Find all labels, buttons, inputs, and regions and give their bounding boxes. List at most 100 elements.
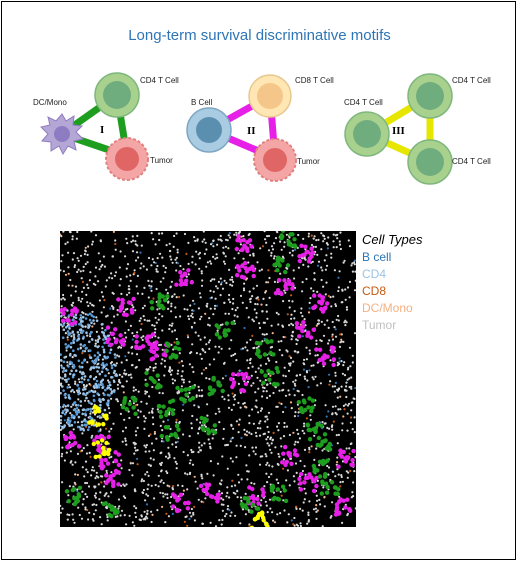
motif-2-match-point — [175, 508, 180, 514]
cell-point — [65, 451, 68, 454]
cell-point — [191, 255, 194, 258]
cell-point — [191, 261, 194, 264]
cell-point — [307, 235, 310, 238]
cell-point — [174, 460, 177, 463]
motif-2-match-point — [317, 293, 322, 298]
motif-3-match-point — [96, 422, 102, 427]
cell-point — [60, 305, 63, 308]
cell-point — [91, 303, 94, 307]
cell-point — [150, 232, 153, 235]
cell-point — [331, 338, 335, 341]
cell-point — [273, 521, 277, 524]
cell-point — [310, 364, 313, 367]
motif-2-match-point — [336, 511, 341, 516]
motif-2-match-point — [170, 504, 176, 509]
motif-1-match-point — [267, 377, 272, 382]
cell-point — [283, 509, 286, 512]
cell-point — [173, 293, 176, 296]
cell-point — [343, 361, 346, 364]
cell-point — [180, 385, 183, 388]
cell-point — [305, 417, 308, 420]
motif-2-match-point — [237, 268, 242, 273]
cell-point — [259, 379, 262, 382]
cell-point — [291, 249, 294, 252]
cell-point — [220, 283, 223, 286]
cell-point — [350, 387, 353, 390]
cell-point — [125, 483, 128, 486]
cell-point — [210, 296, 213, 299]
motif-2-match-point — [104, 480, 109, 486]
cell-point — [188, 472, 191, 476]
motif-1-label-cd4: CD4 T Cell — [140, 76, 179, 85]
cell-point — [75, 237, 78, 240]
cell-point — [135, 251, 139, 254]
cell-point — [265, 362, 268, 365]
cell-point — [61, 254, 64, 257]
b-cell-point — [79, 427, 83, 430]
cell-point — [330, 256, 333, 259]
spatial-cell-map — [60, 231, 356, 527]
motif-2-match-point — [298, 472, 304, 477]
cell-point — [66, 513, 69, 516]
cell-point — [257, 387, 260, 390]
cell-point — [200, 272, 203, 275]
cell-point — [315, 447, 318, 450]
cell-point — [293, 524, 296, 527]
cell-point — [171, 330, 174, 333]
cell-point — [186, 334, 189, 337]
cell-point — [67, 266, 70, 269]
cell-point — [292, 523, 295, 526]
cell-point — [151, 407, 154, 410]
cell-point — [347, 366, 350, 369]
cell-point — [304, 473, 307, 476]
cell-point — [131, 332, 134, 335]
cell-point — [95, 316, 98, 319]
motif-1-match-point — [322, 460, 328, 465]
motif-3-match-point — [93, 454, 98, 460]
cell-point — [197, 451, 200, 454]
cell-point — [225, 443, 228, 447]
cell-point — [193, 302, 196, 305]
cell-point — [87, 518, 90, 521]
cell-point — [159, 480, 162, 483]
cell-point — [131, 304, 134, 307]
motif-2-match-point — [63, 436, 69, 442]
cell-point — [224, 255, 227, 258]
cell-point — [60, 298, 63, 301]
cell-point — [282, 382, 285, 385]
cell-point — [309, 297, 312, 300]
motif-2-match-point — [182, 272, 188, 277]
motif-2-match-point — [325, 301, 330, 306]
cell-point — [296, 441, 300, 444]
cell-point — [89, 271, 92, 274]
motif-1-match-point — [230, 320, 235, 326]
b-cell-point — [82, 372, 85, 375]
cell-point — [266, 461, 269, 464]
cell-point — [60, 376, 62, 379]
motif-3-match-point — [97, 454, 102, 459]
motif-1-match-point — [311, 463, 316, 469]
cell-point — [266, 235, 269, 238]
cell-point — [162, 420, 165, 423]
cell-point — [193, 404, 196, 407]
cell-point — [144, 392, 147, 395]
cell-point — [121, 375, 124, 378]
motif-1-match-point — [292, 243, 297, 248]
cell-point — [272, 519, 275, 522]
cell-point — [198, 251, 202, 254]
cell-point — [336, 237, 339, 240]
cell-point — [346, 378, 349, 381]
cell-point — [118, 284, 121, 287]
motif-1-match-point — [158, 304, 163, 309]
cell-point — [248, 422, 251, 425]
b-cell-point — [102, 334, 106, 337]
motif-1-match-point — [164, 348, 169, 354]
motif-1-match-point — [183, 387, 188, 392]
b-cell-point — [102, 348, 106, 352]
b-cell-point — [66, 404, 70, 407]
cell-point — [97, 252, 100, 255]
cell-point — [181, 370, 184, 373]
cell-point — [323, 237, 326, 240]
cell-point — [215, 253, 218, 256]
